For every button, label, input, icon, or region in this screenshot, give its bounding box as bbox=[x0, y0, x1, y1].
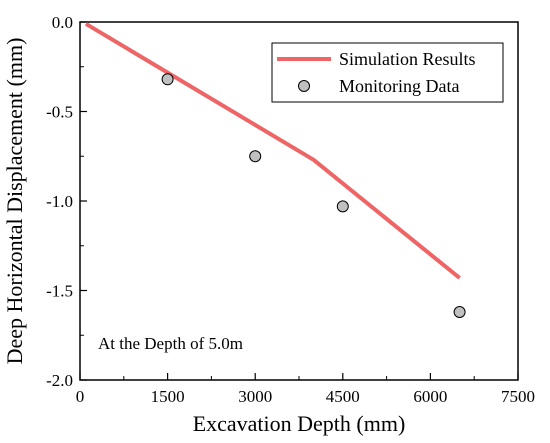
y-tick-label: -0.5 bbox=[46, 103, 73, 122]
x-tick-label: 1500 bbox=[151, 387, 185, 406]
monitoring-point bbox=[336, 200, 349, 213]
x-axis-label: Excavation Depth (mm) bbox=[193, 411, 406, 436]
y-axis-label: Deep Horizontal Displacement (mm) bbox=[2, 38, 27, 365]
y-axis-ticks: 0.0 -0.5 -1.0 -1.5 -2.0 bbox=[46, 13, 87, 390]
legend: Simulation Results Monitoring Data bbox=[271, 42, 504, 103]
monitoring-point bbox=[453, 305, 466, 318]
series-layer bbox=[84, 22, 466, 318]
monitoring-point bbox=[249, 150, 262, 163]
y-tick-label: -1.0 bbox=[46, 192, 73, 211]
legend-label-monitoring: Monitoring Data bbox=[339, 76, 459, 96]
legend-label-simulation: Simulation Results bbox=[339, 49, 476, 69]
x-tick-label: 7500 bbox=[501, 387, 535, 406]
y-tick-label: -2.0 bbox=[46, 371, 73, 390]
x-axis-ticks: 0 1500 3000 4500 6000 7500 bbox=[76, 373, 535, 406]
legend-box bbox=[271, 42, 504, 103]
legend-marker-sample bbox=[298, 80, 310, 92]
y-tick-label: 0.0 bbox=[52, 13, 73, 32]
monitoring-point bbox=[161, 73, 174, 86]
annotation: At the Depth of 5.0m bbox=[98, 334, 243, 353]
x-tick-label: 0 bbox=[76, 387, 85, 406]
x-tick-label: 3000 bbox=[238, 387, 272, 406]
simulation-line bbox=[84, 22, 461, 280]
y-tick-label: -1.5 bbox=[46, 282, 73, 301]
x-tick-label: 6000 bbox=[413, 387, 447, 406]
x-tick-label: 4500 bbox=[326, 387, 360, 406]
